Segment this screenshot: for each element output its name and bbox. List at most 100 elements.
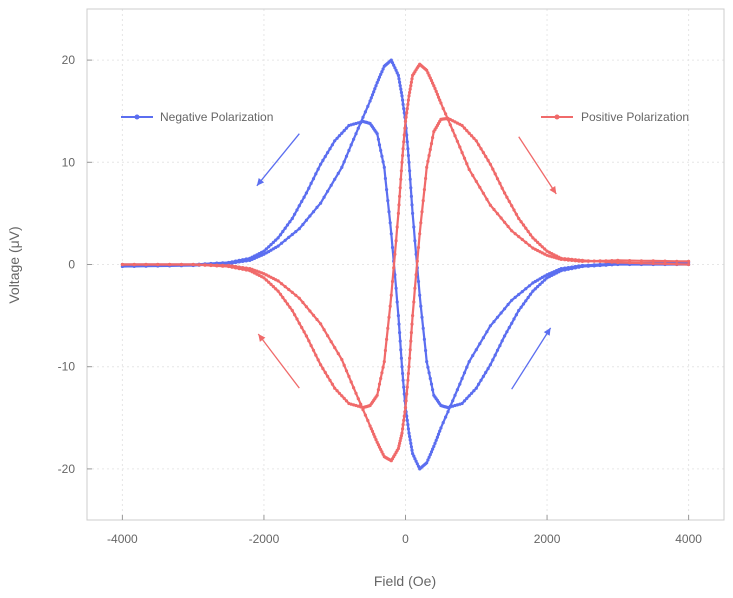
data-point — [264, 247, 268, 251]
data-point — [540, 245, 544, 249]
data-point — [271, 247, 275, 251]
data-point — [453, 393, 457, 397]
data-point — [342, 160, 346, 164]
data-point — [536, 278, 540, 282]
data-point — [409, 194, 413, 198]
x-tick-label: 2000 — [534, 532, 561, 546]
data-point — [543, 278, 547, 282]
data-point — [323, 154, 327, 159]
data-point — [323, 370, 327, 375]
data-point — [376, 78, 380, 82]
data-point — [406, 371, 410, 376]
data-point — [244, 259, 248, 263]
data-point — [467, 394, 471, 398]
data-point — [436, 432, 441, 436]
data-point — [301, 222, 305, 227]
data-point — [434, 89, 438, 93]
data-point — [510, 229, 514, 233]
data-point — [536, 285, 540, 289]
data-point — [438, 429, 442, 433]
y-tick-label: -20 — [58, 462, 76, 476]
data-point — [283, 226, 287, 230]
data-point — [503, 307, 507, 311]
data-point — [283, 299, 287, 303]
data-point — [260, 253, 264, 257]
data-point — [460, 376, 464, 381]
data-point — [333, 177, 337, 181]
data-point — [573, 266, 578, 270]
data-point — [524, 287, 528, 291]
data-point — [278, 233, 283, 237]
data-point — [381, 452, 385, 456]
data-point — [319, 162, 323, 166]
data-point — [409, 445, 413, 449]
data-point — [349, 402, 353, 406]
data-point — [533, 238, 537, 242]
data-point — [179, 262, 183, 267]
data-point — [383, 176, 387, 181]
data-point — [485, 330, 489, 334]
data-point — [290, 308, 294, 313]
data-point — [467, 131, 471, 135]
data-point — [399, 169, 403, 173]
data-point — [293, 212, 297, 216]
data-point — [405, 392, 409, 396]
data-point — [336, 171, 340, 175]
data-point — [262, 276, 266, 280]
data-point — [411, 211, 415, 215]
data-point — [687, 262, 691, 267]
data-point — [506, 302, 510, 307]
data-point — [547, 272, 552, 276]
data-point — [415, 462, 419, 466]
data-point — [399, 436, 403, 440]
data-point — [267, 274, 271, 278]
data-point — [397, 322, 401, 326]
axis-ticks: -4000 -2000 0 2000 4000 -20 -10 0 10 20 — [58, 53, 703, 546]
data-point — [380, 70, 384, 74]
data-point — [580, 258, 585, 262]
data-point — [604, 263, 608, 267]
data-point — [566, 267, 570, 271]
data-point — [311, 348, 316, 352]
data-point — [434, 438, 438, 442]
data-point — [545, 249, 549, 253]
data-point — [538, 282, 542, 286]
data-point — [375, 393, 379, 397]
data-point — [478, 185, 482, 189]
data-point — [527, 243, 532, 247]
data-point — [458, 382, 462, 386]
data-point — [536, 248, 540, 253]
data-point — [342, 129, 346, 133]
data-point — [573, 258, 578, 262]
data-point — [416, 279, 421, 284]
data-point — [380, 450, 384, 454]
data-point — [408, 438, 412, 442]
data-point — [503, 191, 507, 195]
data-point — [374, 84, 378, 88]
data-point — [237, 260, 241, 264]
data-point — [402, 140, 406, 144]
data-point — [405, 414, 409, 418]
series-negative-polarization — [120, 58, 691, 471]
legend-label-positive: Positive Polarization — [581, 110, 689, 124]
direction-arrow — [511, 327, 552, 390]
data-point — [407, 431, 411, 435]
data-point — [398, 84, 402, 88]
data-point — [132, 262, 136, 267]
data-point — [406, 153, 410, 158]
data-point — [404, 115, 408, 119]
data-point — [399, 348, 403, 352]
data-point — [319, 322, 323, 326]
data-point — [302, 330, 306, 334]
data-point — [420, 315, 424, 319]
data-point — [276, 279, 280, 283]
data-point — [577, 265, 581, 269]
data-point — [373, 87, 377, 91]
data-point — [244, 266, 248, 270]
data-point — [495, 348, 500, 352]
data-point — [409, 339, 413, 343]
data-point — [524, 299, 528, 303]
data-point — [352, 137, 356, 141]
data-point — [486, 367, 490, 371]
data-point — [406, 423, 410, 427]
